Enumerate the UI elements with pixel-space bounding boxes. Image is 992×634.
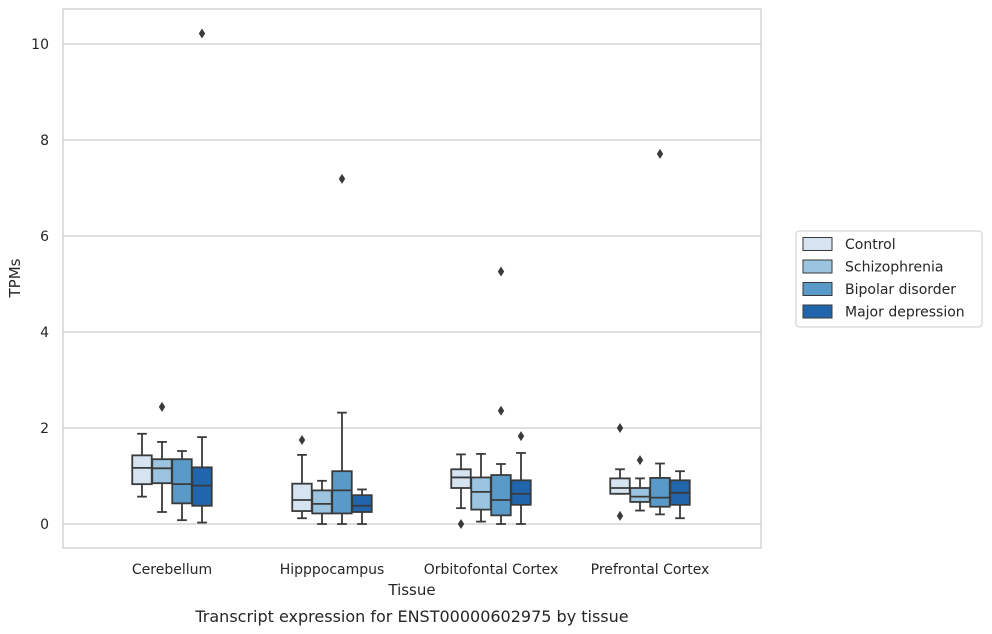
outlier-point — [457, 519, 465, 529]
boxes-layer — [131, 28, 691, 529]
box-iqr — [649, 477, 671, 508]
box-iqr — [450, 468, 472, 489]
chart-caption: Transcript expression for ENST0000060297… — [194, 607, 628, 626]
legend-frame — [795, 230, 983, 328]
outlier-point — [497, 405, 505, 416]
box-major-depression — [669, 470, 691, 520]
outlier-point — [158, 401, 166, 412]
legend-label: Bipolar disorder — [845, 282, 956, 298]
outlier-point — [497, 266, 505, 277]
box-iqr — [510, 479, 532, 506]
x-tick-label: Hipppocampus — [280, 562, 385, 578]
legend-label: Schizophrenia — [845, 260, 943, 276]
outlier-point — [636, 455, 644, 466]
box-schizophrenia — [151, 401, 173, 513]
box-schizophrenia — [470, 453, 492, 523]
box-iqr — [490, 474, 512, 517]
y-tick-label: 6 — [40, 229, 49, 245]
box-iqr — [131, 454, 153, 486]
outlier-point — [338, 173, 346, 184]
outlier-point — [616, 510, 624, 521]
legend-swatch — [802, 237, 833, 251]
x-tick-label: Prefrontal Cortex — [591, 562, 710, 578]
outlier-point — [198, 28, 206, 39]
y-tick-label: 0 — [40, 517, 49, 533]
y-tick-label: 2 — [40, 421, 49, 437]
gridlines — [63, 43, 761, 525]
x-axis-title: Tissue — [387, 581, 435, 599]
box-iqr — [470, 476, 492, 511]
x-tick-label: Orbitofontal Cortex — [424, 562, 559, 578]
y-axis: 0 2 4 6 8 10 — [31, 37, 49, 533]
legend-swatch — [802, 282, 833, 296]
legend-swatch — [802, 304, 833, 319]
y-axis-title: TPMs — [6, 258, 24, 298]
legend: Control Schizophrenia Bipolar disorder Majo… — [795, 230, 983, 328]
legend-swatch — [802, 259, 833, 274]
plot-frame — [62, 8, 762, 549]
box-major-depression — [191, 28, 213, 524]
box-iqr — [291, 482, 313, 512]
box-iqr — [609, 477, 631, 495]
legend-items: Control Schizophrenia Bipolar disorder Majo… — [802, 237, 965, 321]
legend-label: Major depression — [845, 305, 965, 321]
plot-background — [63, 9, 761, 548]
box-control — [131, 432, 153, 498]
outlier-point — [616, 423, 624, 433]
y-tick-label: 10 — [31, 37, 49, 53]
box-bipolar-disorder — [171, 450, 193, 522]
box-major-depression — [510, 431, 532, 525]
y-tick-label: 8 — [40, 133, 49, 149]
y-tick-label: 4 — [40, 325, 49, 341]
outlier-point — [656, 148, 664, 159]
box-iqr — [629, 487, 651, 503]
box-control — [450, 453, 472, 529]
box-major-depression — [351, 488, 373, 525]
outlier-point — [517, 431, 525, 442]
box-control — [609, 423, 631, 521]
box-iqr — [171, 458, 193, 505]
legend-label: Control — [845, 237, 896, 253]
box-iqr — [151, 458, 173, 485]
box-iqr — [191, 466, 213, 507]
box-iqr — [351, 494, 373, 513]
x-tick-label: Cerebellum — [132, 562, 212, 578]
x-axis: Cerebellum Hipppocampus Orbitofontal Corte… — [132, 562, 709, 578]
box-bipolar-disorder — [331, 173, 353, 525]
box-iqr — [331, 470, 353, 515]
box-iqr — [311, 489, 333, 515]
outlier-point — [298, 435, 306, 445]
